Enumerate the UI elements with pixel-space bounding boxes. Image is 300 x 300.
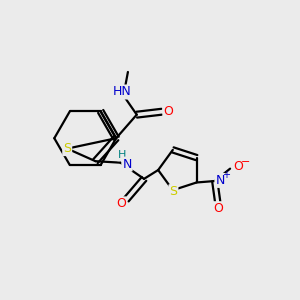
Text: O: O (233, 160, 243, 173)
Text: N: N (122, 158, 132, 171)
Text: O: O (213, 202, 223, 215)
Text: H: H (118, 150, 126, 160)
Text: S: S (63, 142, 71, 155)
Text: O: O (163, 105, 173, 118)
Text: O: O (116, 197, 126, 210)
Text: +: + (222, 169, 230, 179)
Text: N: N (215, 174, 225, 187)
Text: S: S (169, 185, 177, 198)
Text: −: − (241, 157, 250, 167)
Text: HN: HN (113, 85, 131, 98)
